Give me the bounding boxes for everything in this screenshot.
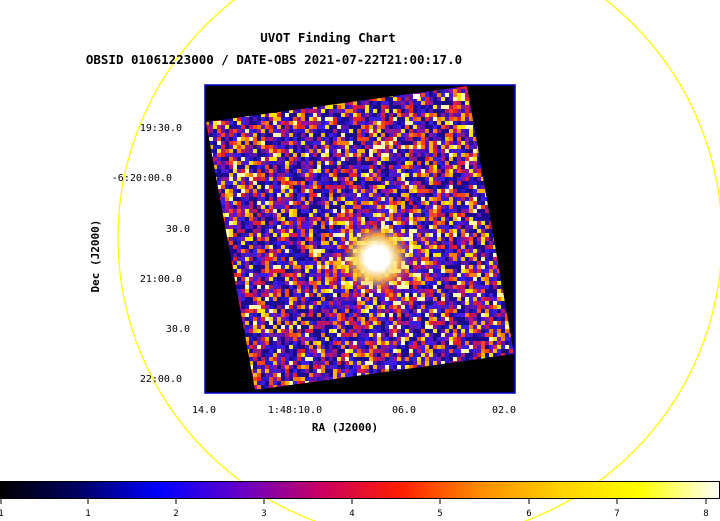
x-tick-label: 1:48:10.0 bbox=[268, 405, 322, 416]
colorbar-tick-label: 6 bbox=[526, 509, 531, 519]
x-tick-label: 06.0 bbox=[392, 405, 416, 416]
field-star bbox=[413, 94, 420, 99]
y-tick-label: 21:00.0 bbox=[140, 274, 182, 285]
colorbar-tick-label: 8 bbox=[703, 509, 708, 519]
colorbar-tick-label: 3 bbox=[261, 509, 266, 519]
image-frame-border bbox=[204, 84, 516, 394]
region-circle bbox=[117, 0, 720, 521]
colorbar-tick-label: 7 bbox=[614, 509, 619, 519]
chart-subtitle: OBSID 01061223000 / DATE-OBS 2021-07-22T… bbox=[86, 52, 462, 67]
colorbar-tick-label: 1 bbox=[0, 509, 4, 519]
y-tick-label: 30.0 bbox=[166, 324, 190, 335]
colorbar-tick-label: 2 bbox=[173, 509, 178, 519]
x-tick-label: 02.0 bbox=[492, 405, 516, 416]
colorbar-tick-label: 4 bbox=[349, 509, 354, 519]
y-tick-label: 19:30.0 bbox=[140, 123, 182, 134]
y-tick-label: 22:00.0 bbox=[140, 374, 182, 385]
target-source bbox=[343, 224, 411, 292]
x-axis-label: RA (J2000) bbox=[312, 421, 378, 434]
y-tick-label: 30.0 bbox=[166, 224, 190, 235]
colorbar-ticks: 1 1 2 3 4 5 6 7 8 bbox=[0, 499, 709, 519]
colorbar-tick-label: 5 bbox=[437, 509, 442, 519]
colorbar-tick-label: 1 bbox=[85, 509, 90, 519]
y-tick-label: -6:20:00.0 bbox=[112, 173, 172, 184]
colorbar bbox=[0, 481, 720, 499]
y-axis-label: Dec (J2000) bbox=[89, 220, 102, 293]
chart-title: UVOT Finding Chart bbox=[260, 30, 395, 45]
x-tick-label: 14.0 bbox=[192, 405, 216, 416]
